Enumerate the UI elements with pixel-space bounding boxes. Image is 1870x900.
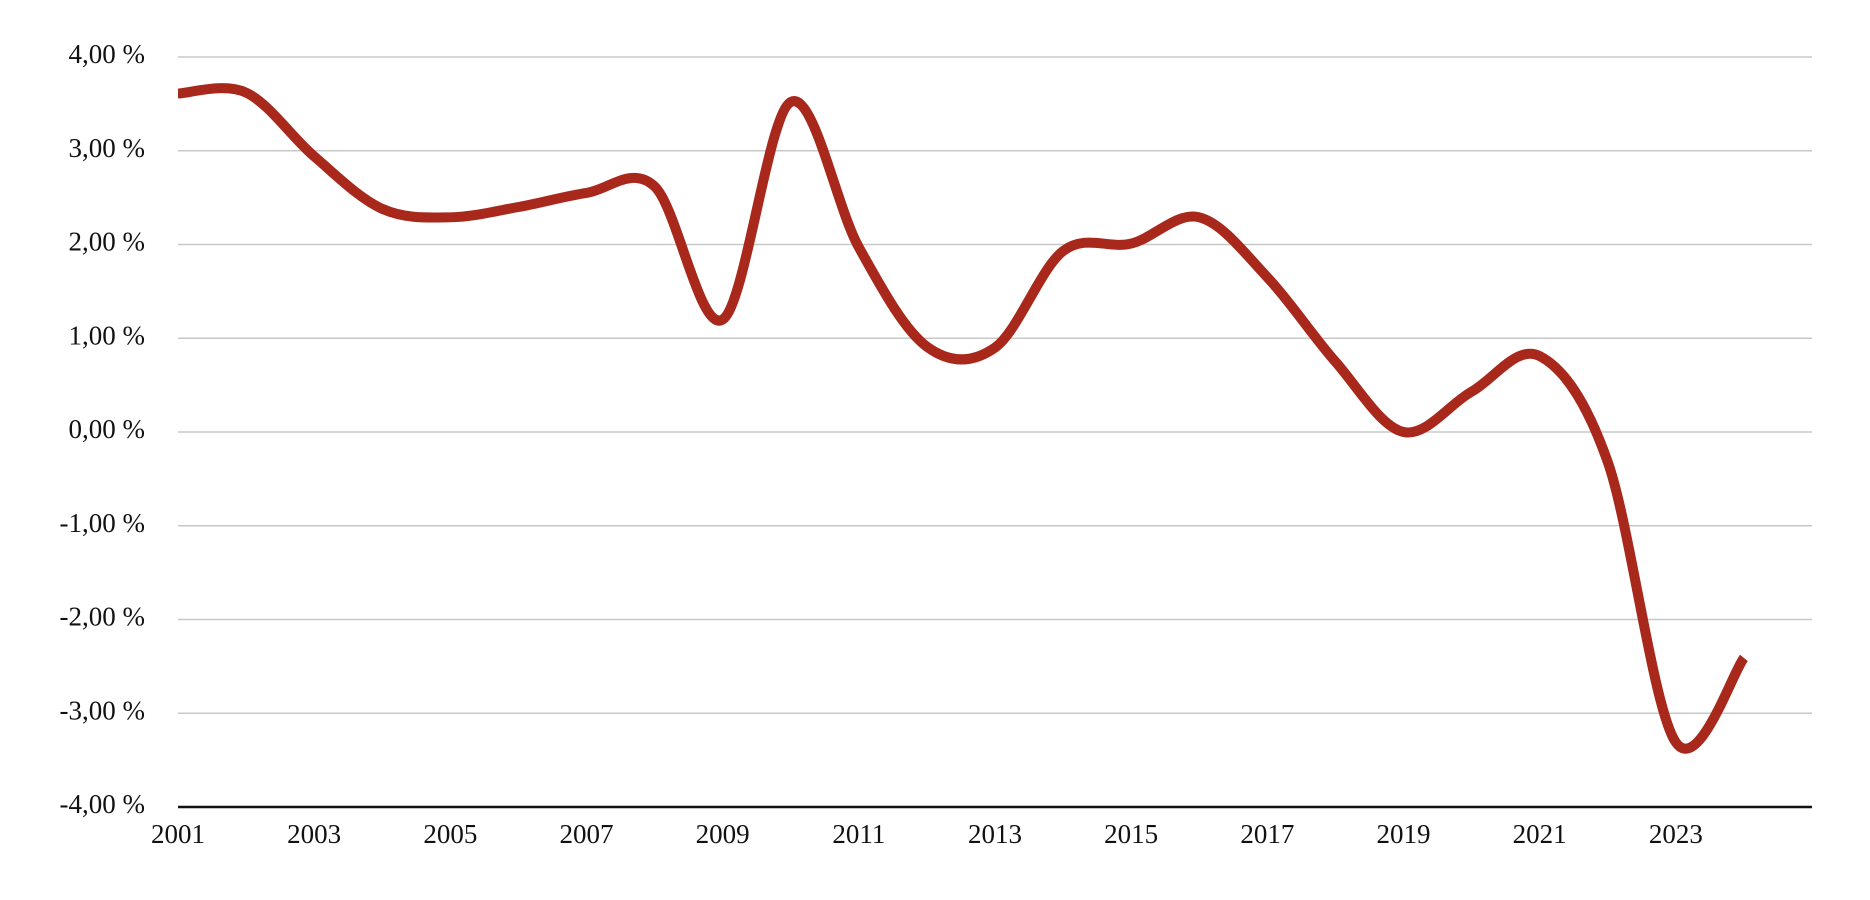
y-tick-label: -4,00 %: [60, 789, 145, 819]
x-tick-label: 2013: [968, 819, 1022, 849]
x-tick-label: 2021: [1513, 819, 1567, 849]
y-tick-label: -2,00 %: [60, 602, 145, 632]
x-tick-label: 2011: [832, 819, 885, 849]
y-tick-label: 0,00 %: [69, 414, 146, 444]
x-tick-label: 2023: [1649, 819, 1703, 849]
y-tick-label: 1,00 %: [69, 320, 146, 350]
x-tick-label: 2005: [423, 819, 477, 849]
y-tick-label: -3,00 %: [60, 695, 145, 725]
x-tick-label: 2017: [1240, 819, 1294, 849]
x-tick-label: 2003: [287, 819, 341, 849]
y-tick-label: 3,00 %: [69, 133, 146, 163]
x-tick-label: 2015: [1104, 819, 1158, 849]
x-tick-label: 2001: [151, 819, 205, 849]
y-tick-label: 2,00 %: [69, 227, 146, 257]
x-tick-label: 2009: [696, 819, 750, 849]
x-tick-label: 2019: [1377, 819, 1431, 849]
y-tick-label: 4,00 %: [69, 39, 146, 69]
line: [177, 83, 1749, 754]
x-tick-label: 2007: [560, 819, 614, 849]
y-tick-label: -1,00 %: [60, 508, 145, 538]
